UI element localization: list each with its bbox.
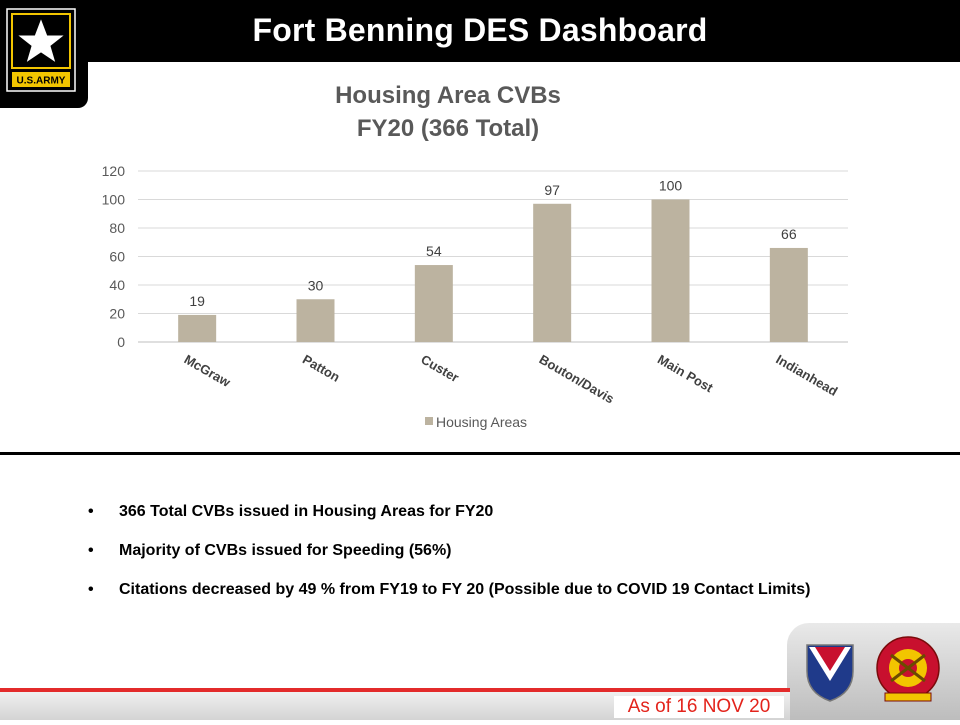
army-star-icon: U.S.ARMY: [6, 8, 76, 92]
x-tick-label: Main Post: [655, 352, 716, 396]
shield-insignia-icon: [806, 644, 854, 702]
bullet-list: • 366 Total CVBs issued in Housing Areas…: [88, 502, 878, 619]
bar: [769, 247, 808, 342]
gridlines: [138, 170, 848, 343]
as-of-date: As of 16 NOV 20: [614, 696, 784, 718]
legend: Housing Areas: [425, 414, 527, 430]
bars: [178, 199, 808, 342]
y-tick-label: 0: [117, 334, 125, 350]
bar-chart: Housing Area CVBs FY20 (366 Total) 0 20 40…: [102, 82, 848, 430]
bar: [533, 203, 572, 342]
y-tick-label: 80: [109, 220, 125, 236]
data-label: 66: [781, 226, 797, 242]
bullet-marker: •: [88, 581, 94, 598]
y-tick-label: 100: [102, 192, 126, 208]
army-logo: U.S.ARMY: [0, 0, 88, 108]
bullet-item: • Majority of CVBs issued for Speeding (…: [88, 541, 878, 561]
y-tick-label: 60: [109, 249, 125, 265]
legend-swatch: [425, 417, 433, 425]
bullet-text: Citations decreased by 49 % from FY19 to…: [119, 581, 811, 598]
footer-red-line: [0, 688, 790, 692]
x-tick-label: McGraw: [182, 352, 234, 391]
bullet-marker: •: [88, 503, 94, 520]
chart-area: Housing Area CVBs FY20 (366 Total) 0 20 40…: [102, 82, 848, 430]
y-tick-label: 120: [102, 163, 126, 179]
bullet-text: Majority of CVBs issued for Speeding (56…: [119, 542, 452, 559]
bullet-marker: •: [88, 542, 94, 559]
x-tick-label: Custer: [418, 352, 461, 386]
y-tick-label: 20: [109, 306, 125, 322]
data-label: 54: [426, 243, 442, 259]
data-label: 19: [189, 293, 205, 309]
chart-subtitle: FY20 (366 Total): [357, 115, 539, 142]
data-label: 30: [308, 277, 324, 293]
data-label: 100: [659, 178, 683, 194]
y-axis-ticks: 0 20 40 60 80 100 120: [102, 163, 126, 350]
header-bar: Fort Benning DES Dashboard: [0, 0, 960, 62]
bullet-text: 366 Total CVBs issued in Housing Areas f…: [119, 503, 494, 520]
x-tick-label: Patton: [300, 352, 343, 385]
bar: [296, 299, 335, 342]
x-tick-label: Indianhead: [773, 352, 840, 399]
bullet-item: • 366 Total CVBs issued in Housing Areas…: [88, 502, 878, 522]
insignia-icons: [806, 636, 940, 702]
data-labels: 19 30 54 97 100 66: [189, 178, 796, 309]
x-axis-ticks: McGraw Patton Custer Bouton/Davis Main Post I…: [182, 352, 841, 407]
x-tick-label: Bouton/Davis: [537, 352, 617, 407]
bar: [414, 265, 453, 342]
section-divider: [0, 452, 960, 455]
page-title: Fort Benning DES Dashboard: [252, 12, 708, 48]
bullet-item: • Citations decreased by 49 % from FY19 …: [88, 580, 878, 600]
maneuver-center-insignia-icon: [876, 636, 940, 702]
legend-label: Housing Areas: [436, 414, 527, 430]
chart-title: Housing Area CVBs: [335, 82, 561, 109]
y-tick-label: 40: [109, 277, 125, 293]
bar: [651, 199, 690, 342]
data-label: 97: [544, 182, 560, 198]
logo-text: U.S.ARMY: [17, 76, 66, 87]
insignia-panel: [787, 623, 960, 720]
bar: [178, 314, 217, 342]
